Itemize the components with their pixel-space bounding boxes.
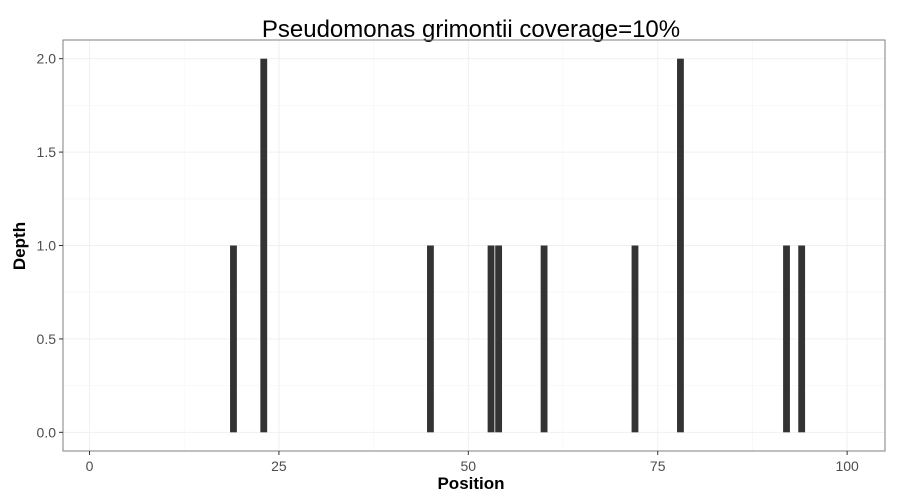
bar	[230, 245, 237, 433]
x-tick-label: 25	[271, 458, 287, 474]
x-tick-label: 0	[86, 458, 94, 474]
y-tick-label: 0.0	[37, 424, 57, 440]
bar	[495, 245, 503, 433]
bar	[631, 245, 639, 433]
x-axis-title: Position	[437, 474, 504, 493]
chart-title: Pseudomonas grimontii coverage=10%	[262, 16, 680, 43]
bar	[540, 245, 548, 433]
x-axis: 0 25 50 75 100	[86, 451, 859, 474]
x-tick-label: 100	[835, 458, 859, 474]
bar	[798, 245, 806, 433]
y-tick-label: 0.5	[37, 331, 57, 347]
bar	[427, 245, 434, 433]
x-tick-label: 50	[461, 458, 477, 474]
bars	[230, 58, 806, 433]
bar	[783, 245, 790, 433]
bar	[487, 245, 495, 433]
y-axis-title: Depth	[10, 222, 29, 270]
bar	[260, 58, 268, 433]
y-tick-label: 1.5	[37, 144, 57, 160]
y-tick-label: 2.0	[37, 51, 57, 67]
y-axis: 0.0 0.5 1.0 1.5 2.0	[37, 51, 63, 440]
grid-lines	[63, 40, 885, 451]
y-tick-label: 1.0	[37, 238, 57, 254]
x-tick-label: 75	[650, 458, 666, 474]
bar	[677, 58, 684, 433]
